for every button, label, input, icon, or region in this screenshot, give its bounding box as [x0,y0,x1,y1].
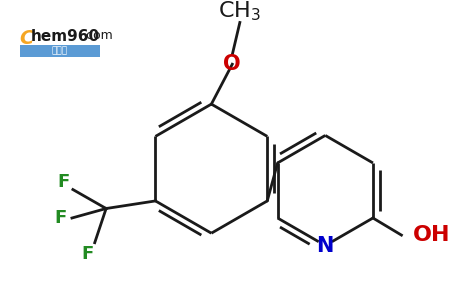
Text: C: C [19,29,34,48]
Text: N: N [317,236,334,255]
Text: CH$_3$: CH$_3$ [219,0,261,23]
Text: hem960: hem960 [31,29,100,44]
Text: F: F [81,245,93,263]
Text: O: O [223,54,241,74]
Text: .com: .com [82,29,113,42]
Bar [19,45,100,57]
Text: OH: OH [413,225,450,245]
Text: F: F [57,173,70,191]
Text: 化工网: 化工网 [52,47,68,55]
Text: F: F [55,209,67,227]
